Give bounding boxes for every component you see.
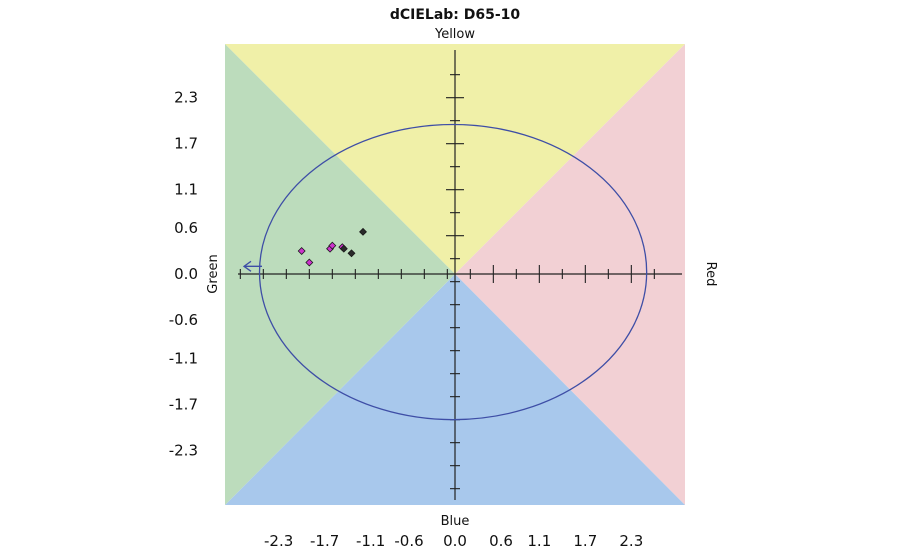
data-point xyxy=(359,227,367,236)
off-chart-arrow xyxy=(242,260,262,272)
y-tick-label: 1.7 xyxy=(174,135,198,153)
y-tick-label: 0.0 xyxy=(174,265,198,283)
x-tick-label: 0.0 xyxy=(443,532,467,550)
x-tick-label: -0.6 xyxy=(394,532,423,550)
y-tick-label: 1.1 xyxy=(174,181,198,199)
y-tick-label: 2.3 xyxy=(174,89,198,107)
axis-label-yellow: Yellow xyxy=(434,27,475,42)
data-point xyxy=(328,241,337,250)
x-tick-label: 1.7 xyxy=(573,532,597,550)
y-tick-label: 0.6 xyxy=(174,219,198,237)
data-point xyxy=(347,249,356,258)
x-tick-labels: -2.3 -1.7 -1.1 -0.6 0.0 0.6 1.1 1.7 2.3 xyxy=(264,532,643,550)
tolerance-ellipse xyxy=(258,123,648,421)
x-tick-label: 1.1 xyxy=(527,532,551,550)
axis-label-blue: Blue xyxy=(441,514,470,529)
x-tick-label: 2.3 xyxy=(619,532,643,550)
data-point xyxy=(339,244,348,253)
y-tick-labels: 2.3 1.7 1.1 0.6 0.0 -0.6 -1.1 -1.7 -2.3 xyxy=(169,89,198,460)
x-tick-label: -2.3 xyxy=(264,532,293,550)
chart-title: dCIELab: D65-10 xyxy=(390,7,521,23)
data-point xyxy=(297,247,306,255)
data-point xyxy=(305,258,314,267)
y-tick-label: -1.1 xyxy=(169,349,198,367)
axis-label-red: Red xyxy=(703,262,718,287)
y-tick-label: -2.3 xyxy=(169,441,198,459)
plot-area xyxy=(225,44,685,505)
x-tick-label: 0.6 xyxy=(489,532,513,550)
x-tick-label: -1.1 xyxy=(356,532,385,550)
y-tick-label: -0.6 xyxy=(169,311,198,329)
axis-label-green: Green xyxy=(206,254,221,293)
x-tick-label: -1.7 xyxy=(310,532,339,550)
y-tick-label: -1.7 xyxy=(169,395,198,413)
data-points xyxy=(297,227,367,267)
